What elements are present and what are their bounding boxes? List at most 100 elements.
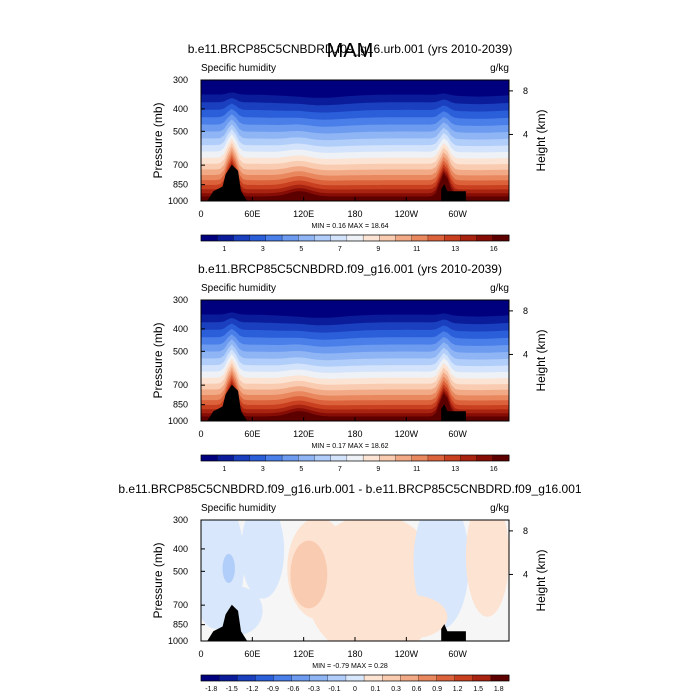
y-right-tick-label: 4 (523, 569, 528, 579)
colorbar-label: 11 (413, 246, 420, 253)
x-tick-label: 60E (244, 649, 260, 659)
colorbar-swatch (249, 454, 267, 462)
y-tick-label: 300 (173, 515, 188, 525)
figure-title: MAM (327, 40, 374, 62)
diff-patch-6 (465, 520, 509, 617)
colorbar-label: 1 (222, 466, 226, 473)
y-tick-label: 1000 (168, 416, 188, 426)
panel-left-label: Specific humidity (201, 63, 276, 74)
colorbar-swatch (492, 454, 510, 462)
colorbar-swatch (476, 234, 494, 242)
colorbar-swatch (249, 234, 267, 242)
colorbar-swatch (460, 234, 478, 242)
field-band-16 (201, 381, 509, 421)
colorbar-swatch (330, 234, 348, 242)
colorbar-swatch (379, 234, 396, 242)
y-axis-right-title: Height (km) (534, 329, 548, 391)
colorbar-swatch (454, 674, 474, 682)
colorbar-label: 1.2 (453, 686, 463, 693)
y-tick-label: 500 (173, 346, 188, 356)
topography-asia (207, 604, 248, 641)
panel-title: b.e11.BRCP85C5CNBDRD.f09_g16.urb.001 - b… (118, 482, 581, 496)
colorbar-swatch (327, 674, 347, 682)
stats-label: MIN = 0.16 MAX = 18.64 (311, 223, 388, 230)
x-tick-label: 180 (347, 429, 362, 439)
colorbar-swatch (314, 454, 332, 462)
colorbar-swatch (345, 674, 365, 682)
colorbar-swatch (265, 234, 283, 242)
panel-units-label: g/kg (490, 283, 509, 294)
field-band-16 (201, 161, 509, 201)
field-group (201, 80, 509, 201)
y-right-tick-label: 8 (523, 306, 528, 316)
colorbar-label: 3 (261, 466, 265, 473)
topography-andes (441, 184, 466, 201)
colorbar-swatch (427, 234, 445, 242)
x-tick-label: 60W (448, 209, 467, 219)
colorbar-swatch (411, 234, 429, 242)
colorbar-label: 13 (451, 466, 459, 473)
colorbar-swatch (395, 454, 413, 462)
colorbar-label: -1.5 (226, 686, 238, 693)
colorbar-label: 9 (376, 466, 380, 473)
diff-patch-8 (373, 595, 448, 639)
y-tick-label: 850 (173, 400, 188, 410)
colorbar-swatch (472, 674, 492, 682)
colorbar-label: 5 (299, 246, 303, 253)
y-tick-label: 700 (173, 380, 188, 390)
colorbar-label: 0.9 (432, 686, 442, 693)
colorbar-swatch (418, 674, 437, 682)
topography-asia (207, 164, 248, 201)
y-tick-label: 850 (173, 620, 188, 630)
colorbar-swatch (217, 234, 234, 242)
colorbar-frame (200, 674, 510, 682)
colorbar-label: 16 (490, 466, 498, 473)
colorbar-label: -0.1 (328, 686, 340, 693)
y-tick-label: 400 (173, 544, 188, 554)
topography-andes (441, 404, 466, 421)
colorbar-label: 0.6 (412, 686, 422, 693)
y-tick-label: 700 (173, 160, 188, 170)
field-group (201, 520, 509, 641)
chart-panel-1: b.e11.BRCP85C5CNBDRD.f09_g16.urb.001 (yr… (151, 42, 548, 253)
colorbar-label: 5 (299, 466, 303, 473)
colorbar-label: -0.6 (287, 686, 299, 693)
colorbar-label: 11 (413, 466, 420, 473)
panel-units-label: g/kg (490, 503, 509, 514)
colorbar-swatch (427, 454, 445, 462)
diff-patch-strong-1 (290, 540, 328, 609)
colorbar-label: -0.3 (308, 686, 320, 693)
x-tick-label: 0 (198, 649, 203, 659)
colorbar-label: 0.3 (391, 686, 401, 693)
colorbar-frame (200, 454, 510, 462)
colorbar-swatch (281, 454, 299, 462)
colorbar-label: 13 (451, 246, 459, 253)
y-right-tick-label: 8 (523, 526, 528, 536)
colorbar-swatch (330, 454, 348, 462)
y-axis-title: Pressure (mb) (151, 542, 165, 618)
colorbar-label: -1.8 (205, 686, 217, 693)
y-right-tick-label: 4 (523, 349, 528, 359)
panel-left-label: Specific humidity (201, 283, 276, 294)
y-tick-label: 850 (173, 180, 188, 190)
colorbar-swatch (400, 674, 419, 682)
colorbar-swatch (291, 674, 311, 682)
y-right-tick-label: 4 (523, 129, 528, 139)
colorbar-swatch (346, 234, 364, 242)
y-tick-label: 500 (173, 566, 188, 576)
x-tick-label: 120W (395, 429, 419, 439)
colorbar-swatch (298, 454, 315, 462)
colorbar-label: 1.8 (494, 686, 504, 693)
x-tick-label: 60E (244, 429, 260, 439)
field-group (201, 300, 509, 421)
y-tick-label: 1000 (168, 636, 188, 646)
colorbar-swatch (346, 454, 364, 462)
colorbar-swatch (444, 454, 461, 462)
y-right-tick-label: 8 (523, 86, 528, 96)
x-tick-label: 60E (244, 209, 260, 219)
y-tick-label: 700 (173, 600, 188, 610)
diff-patch-strong-2 (222, 553, 235, 583)
colorbar-swatch (265, 454, 283, 462)
x-tick-label: 120E (293, 209, 314, 219)
colorbar-swatch (362, 454, 380, 462)
